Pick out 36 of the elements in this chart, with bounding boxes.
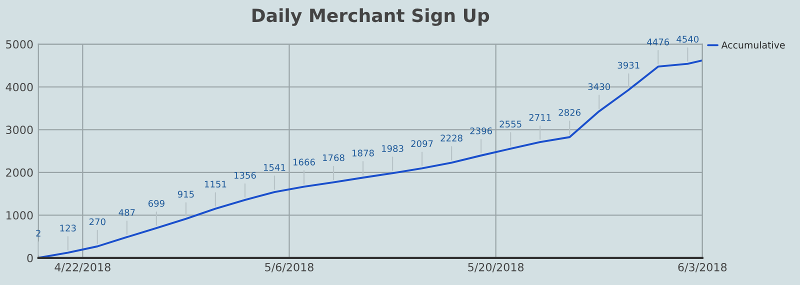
data-label: 1541 — [264, 164, 286, 171]
y-tick-label: 0 — [27, 254, 33, 262]
data-label: 1878 — [352, 150, 374, 156]
data-label: 2097 — [411, 140, 433, 148]
y-tick-label: 1000 — [6, 211, 33, 220]
data-label: 270 — [89, 218, 106, 226]
x-tick-label: 4/22/2018 — [54, 262, 110, 272]
y-tick-label: 5000 — [6, 40, 33, 49]
data-label: 487 — [118, 209, 135, 216]
y-tick-label: 2000 — [6, 168, 33, 177]
data-label: 1768 — [323, 154, 344, 162]
data-label: 3430 — [588, 83, 610, 90]
data-label: 2711 — [529, 114, 551, 121]
data-label: 2 — [36, 230, 40, 237]
data-label: 2228 — [440, 134, 462, 142]
y-tick-label: 3000 — [6, 126, 33, 134]
data-label: 1666 — [294, 158, 315, 166]
data-label: 4540 — [676, 36, 699, 43]
chart-title: Daily Merchant Sign Up — [252, 8, 490, 26]
x-tick-label: 5/20/2018 — [468, 262, 524, 272]
data-label: 1151 — [204, 180, 226, 188]
data-label: 699 — [148, 200, 164, 207]
data-label: 2396 — [470, 127, 492, 134]
data-label: 915 — [178, 190, 194, 198]
legend-label: Accumulative — [721, 41, 785, 49]
x-tick-label: 6/3/2018 — [678, 262, 727, 272]
data-label: 1983 — [382, 145, 404, 152]
data-label: 3931 — [618, 62, 640, 69]
y-tick-label: 4000 — [6, 82, 33, 92]
data-label: 123 — [60, 224, 76, 232]
data-label: 1356 — [234, 172, 256, 179]
data-label: 2555 — [500, 120, 522, 128]
data-label: 4476 — [647, 38, 670, 46]
line-series — [38, 59, 702, 258]
data-label: 2826 — [558, 109, 581, 116]
x-tick-label: 5/6/2018 — [265, 262, 314, 272]
